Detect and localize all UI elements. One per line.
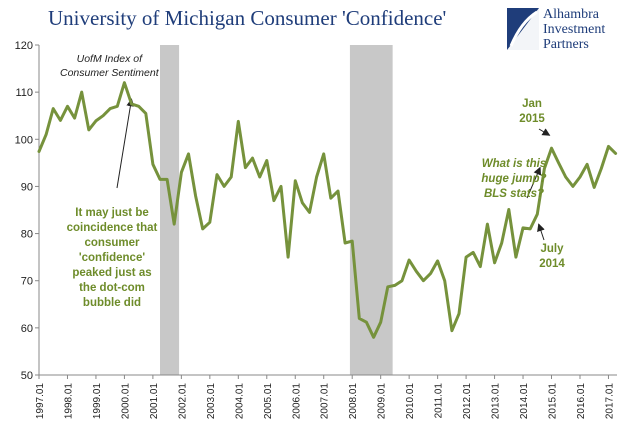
x-tick-label: 2001.01 <box>149 383 160 420</box>
logo-line-3: Partners <box>543 37 589 52</box>
july-2014-annotation: July 2014 <box>522 242 582 272</box>
x-tick-label: 2016.01 <box>576 383 587 420</box>
x-tick-label: 2005.01 <box>263 383 274 420</box>
x-tick-label: 2003.01 <box>206 383 217 420</box>
x-tick-label: 2011.01 <box>434 383 445 419</box>
logo-mark-icon <box>507 8 539 50</box>
logo-line-2: Investment <box>543 22 606 37</box>
x-tick-label: 1999.01 <box>92 383 103 420</box>
recession-band-1 <box>160 45 180 375</box>
y-tick-label: 80 <box>21 229 33 241</box>
dotcom-annotation: It may just be coincidence that consumer… <box>52 206 172 311</box>
jan-line-2: 2015 <box>519 113 545 125</box>
y-tick-label: 50 <box>21 370 33 382</box>
x-tick-label: 2010.01 <box>405 383 416 420</box>
chart-axes <box>38 45 617 376</box>
x-tick-label: 2012.01 <box>462 383 473 420</box>
series-lines <box>37 81 618 339</box>
dotcom-line-3: consumer <box>84 237 140 249</box>
y-tick-label: 90 <box>21 181 33 193</box>
y-tick-label: 110 <box>15 87 33 99</box>
x-tick-label: 2013.01 <box>491 383 502 420</box>
jan-2015-arrow <box>538 128 551 136</box>
jump-line-2: huge jump? <box>481 173 547 185</box>
x-tick-label: 2008.01 <box>348 383 359 420</box>
logo-line-1: Alhambra <box>543 7 599 22</box>
dotcom-line-4: 'confidence' <box>78 252 146 264</box>
series-line-1 <box>37 81 618 339</box>
x-tick-label: 2004.01 <box>234 383 245 420</box>
dotcom-line-7: bubble did <box>82 297 142 309</box>
y-tick-label: 60 <box>21 323 33 335</box>
series-label-line-1: UofM Index of <box>76 53 142 65</box>
x-tick-label: 1997.01 <box>35 383 46 420</box>
x-tick-label: 2000.01 <box>120 383 131 420</box>
x-tick-label: 2007.01 <box>320 383 331 420</box>
dotcom-arrow <box>116 98 135 189</box>
x-axis-ticks: 1997.01 1998.01 1999.01 2000.01 2001.01 2002.… <box>35 375 615 419</box>
annotation-arrows <box>116 98 551 241</box>
y-axis-ticks: 50 60 70 80 90 100 110 120 <box>15 40 39 382</box>
july-line-2: 2014 <box>539 258 565 270</box>
x-tick-label: 1998.01 <box>63 383 74 420</box>
jump-line-3: BLS stats? <box>483 188 545 200</box>
x-tick-label: 2009.01 <box>377 383 388 420</box>
x-tick-label: 2002.01 <box>177 383 188 420</box>
y-tick-label: 120 <box>15 40 33 52</box>
x-tick-label: 2015.01 <box>548 383 559 420</box>
jump-line-1: What is this <box>481 158 547 170</box>
recession-bands <box>160 45 393 375</box>
y-tick-label: 70 <box>21 276 33 288</box>
series-label: UofM Index of Consumer Sentiment <box>60 52 159 80</box>
jan-2015-annotation: Jan 2015 <box>507 97 557 127</box>
x-tick-label: 2014.01 <box>519 383 530 420</box>
x-tick-label: 2017.01 <box>604 383 615 420</box>
x-tick-label: 2006.01 <box>291 383 302 420</box>
jump-annotation: What is this huge jump? BLS stats? <box>466 157 562 202</box>
july-2014-arrow <box>537 223 545 241</box>
dotcom-line-5: peaked just as <box>72 267 152 279</box>
chart-title: University of Michigan Consumer 'Confide… <box>48 6 447 30</box>
jan-line-1: Jan <box>522 98 542 110</box>
dotcom-line-1: It may just be <box>75 207 149 219</box>
series-label-line-2: Consumer Sentiment <box>60 67 159 79</box>
dotcom-line-2: coincidence that <box>66 222 158 234</box>
recession-band-2 <box>349 45 393 375</box>
jump-arrow <box>526 166 542 199</box>
y-tick-label: 100 <box>15 134 33 146</box>
july-line-1: July <box>540 243 564 255</box>
dotcom-line-6: the dot-com <box>79 282 145 294</box>
company-logo: Alhambra Investment Partners <box>507 6 637 54</box>
